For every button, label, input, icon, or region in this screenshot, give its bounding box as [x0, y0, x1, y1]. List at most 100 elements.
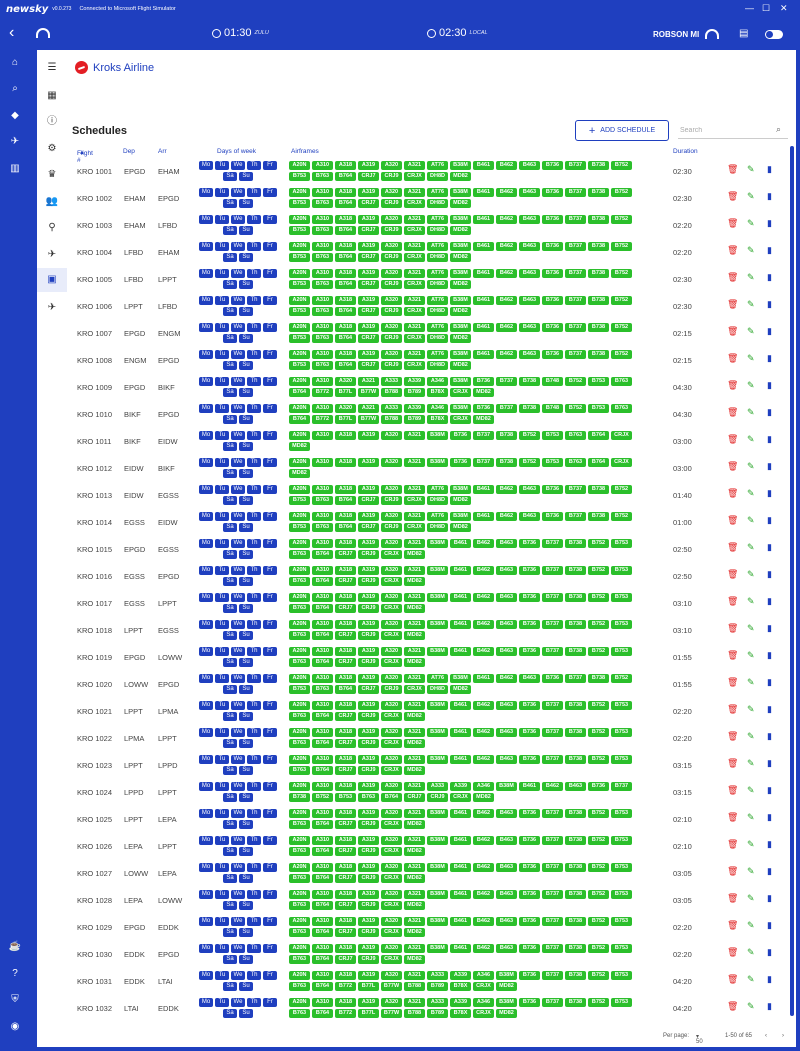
coffee-icon[interactable]: ☕ [8, 941, 22, 952]
minimize-button[interactable]: — [745, 3, 754, 13]
pencil-icon[interactable]: ✎ [747, 515, 755, 525]
bar-chart-icon[interactable]: ▮ [767, 920, 772, 930]
theme-toggle[interactable] [765, 30, 783, 39]
trash-icon[interactable]: 🗑 [727, 326, 739, 336]
user-name[interactable]: ROBSON MI [653, 30, 700, 39]
pencil-icon[interactable]: ✎ [747, 191, 755, 201]
pencil-icon[interactable]: ✎ [747, 650, 755, 660]
add-schedule-button[interactable]: + ADD SCHEDULE [575, 120, 669, 141]
bar-chart-icon[interactable]: ▮ [767, 272, 772, 282]
bar-chart-icon[interactable]: ▮ [767, 866, 772, 876]
bar-chart-icon[interactable]: ▮ [767, 542, 772, 552]
pencil-icon[interactable]: ✎ [747, 272, 755, 282]
header-arr[interactable]: Arr [158, 148, 167, 155]
search-icon[interactable]: ⌕ [12, 83, 18, 94]
pencil-icon[interactable]: ✎ [747, 866, 755, 876]
trash-icon[interactable]: 🗑 [727, 218, 739, 228]
bar-chart-icon[interactable]: ▮ [767, 569, 772, 579]
trash-icon[interactable]: 🗑 [727, 434, 739, 444]
pencil-icon[interactable]: ✎ [747, 245, 755, 255]
trash-icon[interactable]: 🗑 [727, 353, 739, 363]
plane-icon[interactable]: ✈ [47, 249, 57, 260]
trash-icon[interactable]: 🗑 [727, 866, 739, 876]
trash-icon[interactable]: 🗑 [727, 461, 739, 471]
pencil-icon[interactable]: ✎ [747, 731, 755, 741]
trash-icon[interactable]: 🗑 [727, 272, 739, 282]
bar-chart-icon[interactable]: ▮ [767, 650, 772, 660]
pencil-icon[interactable]: ✎ [747, 488, 755, 498]
per-page-select[interactable]: 50 ▾ [696, 1034, 703, 1045]
pencil-icon[interactable]: ✎ [747, 758, 755, 768]
trash-icon[interactable]: 🗑 [727, 164, 739, 174]
trash-icon[interactable]: 🗑 [727, 515, 739, 525]
trash-icon[interactable]: 🗑 [727, 920, 739, 930]
bar-chart-icon[interactable]: ▮ [767, 596, 772, 606]
pencil-icon[interactable]: ✎ [747, 434, 755, 444]
bar-chart-icon[interactable]: ▮ [767, 299, 772, 309]
bar-chart-icon[interactable]: ▮ [767, 434, 772, 444]
trophy-icon[interactable]: ♛ [47, 169, 57, 180]
pencil-icon[interactable]: ✎ [747, 893, 755, 903]
bar-chart-icon[interactable]: ▮ [767, 326, 772, 336]
pencil-icon[interactable]: ✎ [747, 326, 755, 336]
pencil-icon[interactable]: ✎ [747, 704, 755, 714]
trash-icon[interactable]: 🗑 [727, 893, 739, 903]
next-page-icon[interactable]: › [782, 1033, 784, 1039]
pencil-icon[interactable]: ✎ [747, 785, 755, 795]
pencil-icon[interactable]: ✎ [747, 623, 755, 633]
maximize-button[interactable]: ☐ [762, 3, 771, 13]
bar-chart-icon[interactable]: ▮ [767, 515, 772, 525]
trash-icon[interactable]: 🗑 [727, 245, 739, 255]
pencil-icon[interactable]: ✎ [747, 164, 755, 174]
bar-chart-icon[interactable]: ▮ [767, 218, 772, 228]
pencil-icon[interactable]: ✎ [747, 542, 755, 552]
bar-chart-icon[interactable]: ▮ [767, 677, 772, 687]
calendar-icon[interactable]: ▣ [37, 268, 67, 292]
trash-icon[interactable]: 🗑 [727, 947, 739, 957]
trash-icon[interactable]: 🗑 [727, 731, 739, 741]
bar-chart-icon[interactable]: ▮ [767, 785, 772, 795]
pencil-icon[interactable]: ✎ [747, 299, 755, 309]
trash-icon[interactable]: 🗑 [727, 650, 739, 660]
bar-chart-icon[interactable]: ▮ [767, 893, 772, 903]
trash-icon[interactable]: 🗑 [727, 299, 739, 309]
trash-icon[interactable]: 🗑 [727, 407, 739, 417]
pencil-icon[interactable]: ✎ [747, 569, 755, 579]
bar-chart-icon[interactable]: ▮ [767, 461, 772, 471]
bar-chart-icon[interactable]: ▮ [767, 164, 772, 174]
pencil-icon[interactable]: ✎ [747, 380, 755, 390]
pencil-icon[interactable]: ✎ [747, 812, 755, 822]
close-window-button[interactable]: ✕ [780, 3, 788, 13]
pencil-icon[interactable]: ✎ [747, 353, 755, 363]
bar-chart-icon[interactable]: ▮ [767, 974, 772, 984]
pencil-icon[interactable]: ✎ [747, 947, 755, 957]
home-icon[interactable]: ⌂ [11, 57, 19, 68]
info-icon[interactable]: ⓘ [47, 116, 57, 127]
trash-icon[interactable]: 🗑 [727, 812, 739, 822]
search-input[interactable] [678, 123, 788, 139]
menu-icon[interactable]: ☰ [47, 62, 57, 73]
pencil-icon[interactable]: ✎ [747, 596, 755, 606]
bar-chart-icon[interactable]: ▮ [767, 812, 772, 822]
pencil-icon[interactable]: ✎ [747, 461, 755, 471]
trash-icon[interactable]: 🗑 [727, 758, 739, 768]
pencil-icon[interactable]: ✎ [747, 920, 755, 930]
bar-chart-icon[interactable]: ▮ [767, 191, 772, 201]
trash-icon[interactable]: 🗑 [727, 542, 739, 552]
bar-chart-icon[interactable]: ▮ [767, 407, 772, 417]
bar-chart-icon[interactable]: ▮ [767, 245, 772, 255]
bar-chart-icon[interactable]: ▮ [767, 704, 772, 714]
pencil-icon[interactable]: ✎ [747, 974, 755, 984]
discord-icon[interactable]: ◉ [10, 1021, 20, 1032]
trash-icon[interactable]: 🗑 [727, 704, 739, 714]
bar-chart-icon[interactable]: ▮ [767, 1001, 772, 1011]
pencil-icon[interactable]: ✎ [747, 1001, 755, 1011]
prev-page-icon[interactable]: ‹ [765, 1033, 767, 1039]
brand-n-icon[interactable] [36, 28, 50, 38]
trash-icon[interactable]: 🗑 [727, 974, 739, 984]
scrollbar[interactable] [790, 146, 795, 1046]
trash-icon[interactable]: 🗑 [727, 785, 739, 795]
bar-chart-icon[interactable]: ▮ [767, 947, 772, 957]
scrollbar-thumb[interactable] [790, 146, 794, 1016]
bar-chart-icon[interactable]: ▮ [767, 380, 772, 390]
